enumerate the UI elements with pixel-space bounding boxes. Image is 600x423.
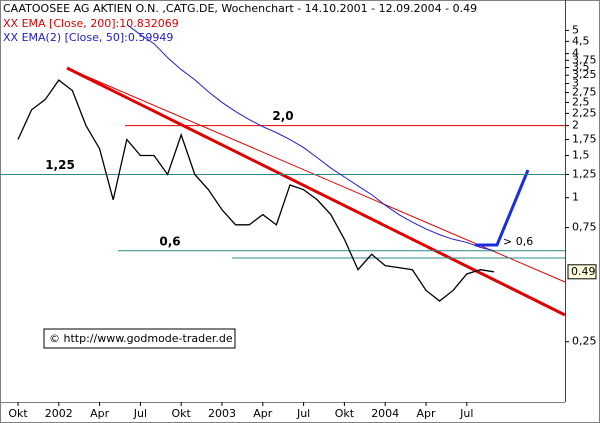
- level-label: 0,6: [159, 234, 180, 248]
- projection-arrow: [475, 169, 530, 247]
- y-tick-label: 1,5: [572, 149, 590, 162]
- y-tick-label: 5: [572, 23, 579, 36]
- y-tick-label: 3,25: [572, 68, 597, 81]
- x-tick-label: Jul: [133, 407, 147, 420]
- y-tick-label: 3: [572, 77, 579, 90]
- y-tick-label: 2,5: [572, 95, 590, 108]
- price-line: [17, 79, 495, 302]
- x-tick-label: Apr: [253, 407, 273, 420]
- ema-line: [126, 23, 495, 252]
- x-tick-label: 2003: [208, 407, 236, 420]
- target-label: > 0,6: [503, 235, 533, 248]
- y-tick-label: 4: [572, 47, 579, 60]
- chart-title: CAATOOSEE AG AKTIEN O.N. ,CATG.DE, Woche…: [3, 2, 477, 15]
- x-tick-label: Jul: [459, 407, 473, 420]
- x-tick-label: Apr: [90, 407, 110, 420]
- legend-entry: XX EMA [Close, 200]:10.832069: [3, 17, 179, 30]
- y-tick-label: 3,5: [572, 60, 590, 73]
- y-tick-label: 2,75: [572, 86, 597, 99]
- y-tick-label: 3,75: [572, 53, 597, 66]
- legend-entry: XX EMA(2) [Close, 50]:0.59949: [3, 31, 173, 44]
- copyright: © http://www.godmode-trader.de: [49, 332, 233, 345]
- x-tick-label: Okt: [8, 407, 28, 420]
- x-tick-label: 2002: [45, 407, 73, 420]
- level-label: 2,0: [272, 109, 293, 123]
- y-tick-label: 1: [572, 191, 579, 204]
- x-tick-label: Apr: [416, 407, 436, 420]
- y-tick-label: 2: [572, 119, 579, 132]
- last-value-label: 0.49: [571, 265, 596, 278]
- x-tick-label: 2004: [371, 407, 399, 420]
- level-label: 1,25: [45, 158, 75, 172]
- trend-line: [66, 66, 566, 317]
- last-value-box: [567, 264, 597, 280]
- x-tick-label: Jul: [296, 407, 310, 420]
- y-tick-label: 2,25: [572, 106, 597, 119]
- y-tick-label: 0,25: [572, 335, 597, 348]
- x-tick-label: Okt: [335, 407, 355, 420]
- y-tick-label: 1,25: [572, 167, 597, 180]
- y-tick-label: 0,75: [572, 221, 597, 234]
- copyright-box: [43, 328, 236, 349]
- y-tick-label: 4,5: [572, 34, 590, 47]
- y-tick-label: 1,75: [572, 133, 597, 146]
- x-tick-label: Okt: [172, 407, 192, 420]
